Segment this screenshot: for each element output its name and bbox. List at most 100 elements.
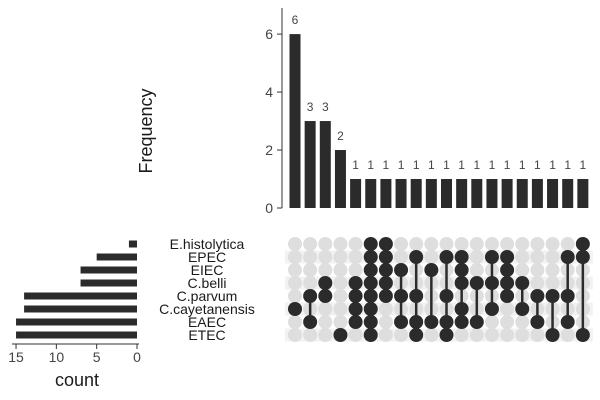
set-size-bar [80,266,137,274]
matrix-dot-active [439,250,454,264]
matrix-dot-inactive [500,328,515,342]
matrix-dot-active [378,276,393,290]
matrix-dot-active [454,302,469,316]
set-size-bar [16,318,137,326]
intersection-bar-label: 1 [352,158,359,172]
matrix-dot-inactive [530,237,545,251]
set-size-bar [24,292,138,300]
matrix-dot-active [560,250,575,264]
matrix-dot-active [484,250,499,264]
intersection-bar-label: 1 [519,158,526,172]
intersection-bar [350,179,362,208]
x-tick-label: 15 [8,349,24,365]
matrix-dot-active [409,328,424,342]
matrix-dot-active [439,328,454,342]
intersection-bar-label: 6 [292,13,299,27]
matrix-dot-inactive [318,250,333,264]
matrix-dot-inactive [560,237,575,251]
matrix-dot-active [363,328,378,342]
matrix-dot-active [439,315,454,329]
matrix-stripe [285,302,593,316]
matrix-dot-inactive [333,237,348,251]
set-name-label: ETEC [188,327,225,343]
matrix-dot-active [363,263,378,277]
matrix-dot-active [500,276,515,290]
matrix-dot-inactive [318,263,333,277]
matrix-dot-active [348,276,363,290]
matrix-dot-active [454,250,469,264]
matrix-dot-inactive [439,237,454,251]
matrix-dot-inactive [303,237,318,251]
matrix-dot-inactive [288,328,302,342]
matrix-dot-inactive [288,237,302,251]
matrix-dot-inactive [424,237,439,251]
matrix-dot-active [439,289,454,303]
matrix-dot-active [575,328,590,342]
matrix-dot-inactive [394,328,409,342]
x-tick-label: 0 [133,349,141,365]
matrix-dot-inactive [469,237,484,251]
matrix-dot-inactive [515,328,530,342]
intersection-bar-label: 1 [549,158,556,172]
matrix-dot-inactive [378,315,393,329]
matrix-dot-active [409,289,424,303]
matrix-dot-active [469,276,484,290]
intersection-bar [395,179,407,208]
matrix-dot-inactive [424,328,439,342]
matrix-dot-inactive [394,250,409,264]
intersection-bar [456,179,468,208]
intersection-bar [501,179,513,208]
set-size-bar [96,253,137,261]
matrix-dot-inactive [484,315,499,329]
matrix-dot-active [378,237,393,251]
intersection-bar [304,121,316,208]
matrix-dot-active [500,263,515,277]
matrix-dot-inactive [333,250,348,264]
intersection-bar [531,179,543,208]
matrix-dot-active [454,263,469,277]
matrix-dot-inactive [560,328,575,342]
matrix-stripes [285,250,593,342]
matrix-dot-active [560,289,575,303]
x-tick-label: 10 [49,349,65,365]
matrix-dot-active [469,315,484,329]
set-name-label: C.parvum [177,288,238,304]
matrix-dots [288,237,590,342]
matrix-stripe [285,276,593,290]
intersection-bar-label: 3 [322,100,329,114]
intersection-bar [319,121,331,208]
matrix-dot-active [303,289,318,303]
intersection-bar-label: 2 [337,129,344,143]
y-tick-label: 2 [265,142,273,158]
x-axis-title: count [55,370,99,390]
matrix-dot-inactive [469,250,484,264]
y-tick-label: 4 [265,84,273,100]
matrix-stripe [285,328,593,342]
set-name-label: EIEC [191,262,224,278]
matrix-dot-inactive [409,237,424,251]
matrix-dot-active [500,250,515,264]
matrix-dot-inactive [530,263,545,277]
intersection-bar [516,179,528,208]
set-size-bar [80,279,137,287]
matrix-dot-inactive [530,328,545,342]
matrix-stripe [285,250,593,264]
matrix-dot-inactive [348,250,363,264]
matrix-dot-inactive [394,237,409,251]
matrix-dot-inactive [500,237,515,251]
intersection-bar [334,150,346,208]
intersection-bar-label: 1 [383,158,390,172]
matrix-dot-inactive [318,302,333,316]
matrix-dot-inactive [333,302,348,316]
matrix-dot-active [378,250,393,264]
intersection-bar-label: 1 [534,158,541,172]
x-tick-label: 5 [93,349,101,365]
matrix-dot-active [515,302,530,316]
matrix-dot-inactive [530,276,545,290]
intersection-bar [547,179,559,208]
matrix-dot-active [303,315,318,329]
matrix-dot-active [363,289,378,303]
matrix-dot-active [545,289,560,303]
intersection-bar-label: 1 [473,158,480,172]
set-name-label: C.belli [188,275,227,291]
